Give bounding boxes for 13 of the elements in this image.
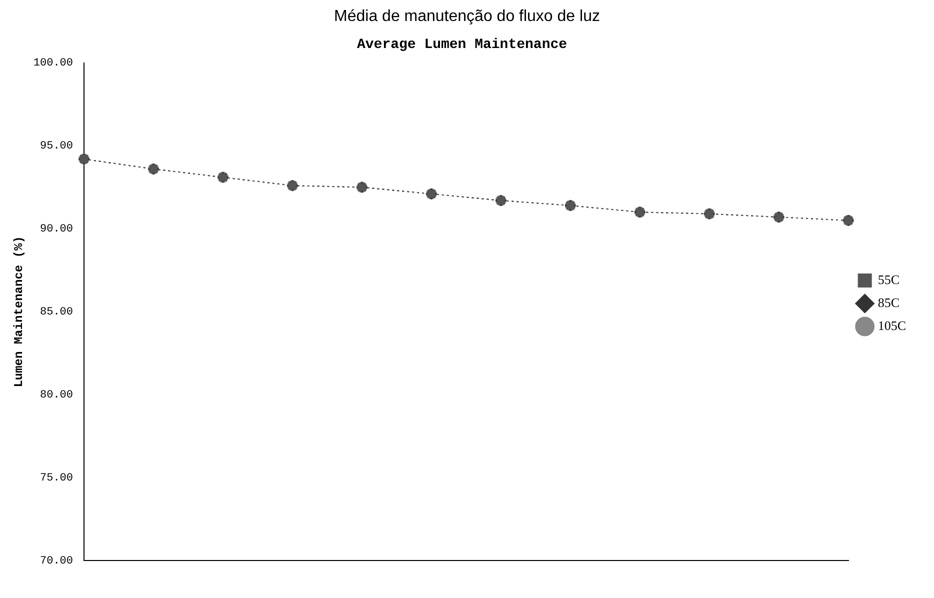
y-tick-label: 85.00 [40, 306, 74, 319]
chart-subtitle: Average Lumen Maintenance [356, 36, 568, 53]
legend-label: 85C [878, 294, 900, 310]
y-tick-label: 70.00 [40, 556, 74, 568]
y-tick-label: 90.00 [40, 224, 74, 236]
y-tick-label: 80.00 [40, 390, 74, 402]
legend-label: 105C [878, 318, 906, 333]
chart-title: Média de manutenção do fluxo de luz [333, 8, 601, 26]
legend-label: 55C [878, 272, 900, 287]
y-tick-label: 75.00 [40, 472, 74, 485]
y-tick-label: 95.00 [40, 140, 74, 153]
y-axis-title: Lumen Maintenance (%) [12, 236, 26, 388]
y-tick-label: 100.00 [33, 58, 74, 70]
